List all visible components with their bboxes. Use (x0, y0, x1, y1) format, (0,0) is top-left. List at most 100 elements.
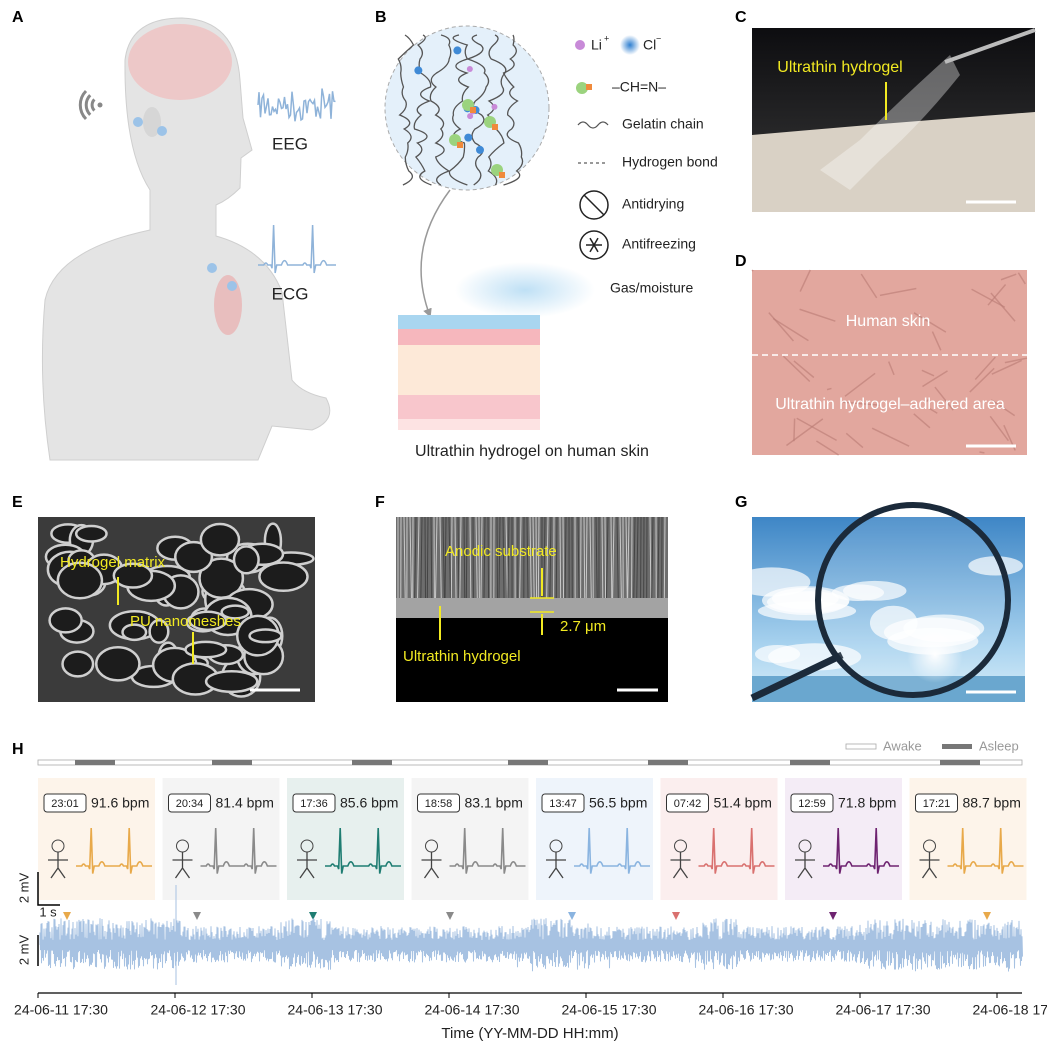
x-tick-label: 24-06-16 17:30 (699, 1002, 794, 1018)
mesh-pore (96, 647, 139, 680)
li-sup: + (604, 33, 609, 43)
cl-label: Cl (643, 37, 656, 53)
card-bpm: 91.6 bpm (91, 795, 149, 811)
x-tick-label: 24-06-14 17:30 (425, 1002, 520, 1018)
electrode (157, 126, 167, 136)
mesh-pore (185, 642, 226, 657)
cl-ion (464, 134, 472, 142)
panel-label: H (12, 741, 24, 758)
card-time: 13:47 (549, 798, 577, 810)
panel-label: B (375, 9, 387, 26)
x-tick-label: 24-06-12 17:30 (151, 1002, 246, 1018)
mesh-pore (259, 563, 307, 591)
li-ion (491, 104, 497, 110)
gas-moisture (455, 262, 595, 318)
asleep-segment (352, 760, 392, 765)
event-arrow (829, 912, 837, 920)
antidrying-icon (584, 195, 604, 215)
card-time: 20:34 (176, 798, 204, 810)
caption: Ultrathin hydrogel on human skin (415, 443, 649, 460)
event-arrow (193, 912, 201, 920)
ecg-trace (40, 918, 1023, 971)
wireless-icon (98, 103, 103, 108)
mesh-pore (76, 526, 106, 542)
skin-texture (752, 270, 753, 271)
antidrying-label: Antidrying (622, 196, 684, 212)
card-bpm: 71.8 bpm (838, 795, 896, 811)
pu-label: PU nanomeshes (130, 613, 241, 630)
card-bpm: 83.1 bpm (465, 795, 523, 811)
card-bpm: 56.5 bpm (589, 795, 647, 811)
antifreezing-label: Antifreezing (622, 236, 696, 252)
mesh-pore (50, 608, 82, 632)
cl-sup: − (656, 33, 661, 43)
electrode (227, 281, 237, 291)
cl-icon (620, 35, 640, 55)
pore-column (560, 517, 561, 598)
legend-asleep (942, 744, 972, 749)
mesh-pore (206, 671, 257, 692)
cl-ion (414, 66, 422, 74)
x-tick-label: 24-06-11 17:30 (14, 1002, 108, 1018)
li-ion (467, 113, 473, 119)
skin-texture (979, 452, 984, 453)
ecg-label: ECG (272, 284, 309, 303)
skin-layer (398, 329, 540, 345)
pore-column (563, 517, 564, 598)
adhered-label: Ultrathin hydrogel–adhered area (775, 396, 1005, 413)
zoom-arrow (421, 190, 450, 316)
schiff-icon (586, 84, 592, 90)
x-axis-label: Time (YY-MM-DD HH:mm) (441, 1025, 618, 1042)
card-time: 07:42 (674, 798, 702, 810)
event-arrow (446, 912, 454, 920)
card-time: 17:36 (300, 798, 328, 810)
card-time: 12:59 (798, 798, 826, 810)
event-arrow (568, 912, 576, 920)
card-time: 17:21 (923, 798, 951, 810)
x-tick-label: 24-06-13 17:30 (288, 1002, 383, 1018)
electrode (207, 263, 217, 273)
schiff-group (492, 124, 498, 130)
asleep-segment (648, 760, 688, 765)
asleep-segment (508, 760, 548, 765)
scale-label: 2 mV (16, 873, 31, 904)
li-ion (467, 66, 473, 72)
card-time: 18:58 (425, 798, 453, 810)
li-label: Li (591, 37, 602, 53)
asleep-segment (75, 760, 115, 765)
hydrogel-layer (396, 598, 668, 618)
mesh-pore (201, 524, 239, 555)
hbond-label: Hydrogen bond (622, 154, 718, 170)
electrode (133, 117, 143, 127)
panel-label: C (735, 9, 747, 26)
gelatin-icon (578, 122, 608, 128)
ecg-wave (258, 225, 336, 273)
asleep-segment (212, 760, 252, 765)
substrate-label: Anodic substrate (445, 543, 557, 560)
legend-label: Awake (883, 738, 922, 753)
skin-label: Human skin (846, 313, 930, 330)
cl-ion (453, 46, 461, 54)
panel-label: G (735, 494, 747, 511)
panel-label: F (375, 494, 385, 511)
skin-layer (398, 395, 540, 419)
eeg-label: EEG (272, 134, 308, 153)
wireless-icon (92, 99, 94, 110)
pore-column (427, 517, 428, 598)
mesh-pore (250, 630, 282, 643)
scale-label: 1 s (39, 904, 57, 919)
schiff-group (499, 172, 505, 178)
event-arrow (672, 912, 680, 920)
x-tick-label: 24-06-18 17:30 (973, 1002, 1047, 1018)
legend-label: Asleep (979, 738, 1019, 753)
thickness-label: 2.7 μm (560, 618, 606, 635)
scale-label: 2 mV (16, 935, 31, 966)
eeg-wave (258, 88, 336, 121)
card-bpm: 51.4 bpm (714, 795, 772, 811)
panel-label: E (12, 494, 23, 511)
schiff-label: –CH=N– (612, 79, 666, 95)
event-arrow (63, 912, 71, 920)
pore-column (605, 517, 606, 598)
